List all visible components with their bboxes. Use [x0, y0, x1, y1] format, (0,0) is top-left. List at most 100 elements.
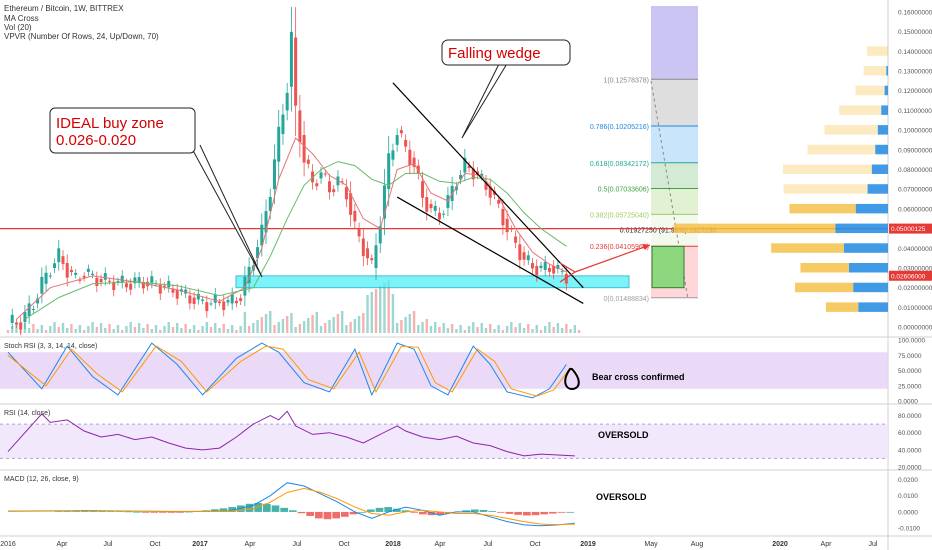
macd-histogram-bar — [427, 511, 436, 516]
candle-body — [467, 165, 471, 169]
candle-body — [344, 187, 348, 200]
candle-body — [374, 245, 378, 268]
x-tick-label: Jul — [484, 541, 493, 548]
falling-wedge-label: Falling wedge — [448, 45, 541, 62]
macd-histogram-bar — [315, 511, 323, 519]
macd-histogram-bar — [349, 511, 358, 515]
callout-pointer — [461, 61, 509, 139]
candle-body — [327, 181, 331, 193]
price-tick-label: 0.10000000 — [898, 128, 932, 135]
candle-body — [129, 283, 133, 290]
wedge-lower-line — [396, 196, 584, 304]
price-tick-label: 0.13000000 — [898, 69, 932, 76]
volume-bar — [518, 323, 522, 333]
macd-histogram-bar — [332, 511, 340, 519]
indicator-vpvr-label[interactable]: VPVR (Number Of Rows, 24, Up/Down, 70) — [4, 32, 159, 41]
volume-bar — [505, 326, 509, 333]
volume-bar — [353, 319, 357, 333]
candle-body — [382, 185, 386, 219]
volume-bar — [522, 328, 526, 333]
volume-bar — [560, 328, 564, 333]
volume-bar — [167, 322, 170, 333]
macd-tick-label: 0.0100 — [898, 493, 918, 500]
buy-zone-range: 0.026-0.020 — [56, 132, 136, 149]
volume-bar — [247, 326, 251, 333]
volume-bar — [36, 329, 39, 333]
candle-body — [272, 159, 276, 190]
candle-body — [353, 210, 357, 222]
volume-bar — [44, 330, 48, 333]
stoch-line-d — [7, 345, 572, 397]
x-tick-label: Aug — [691, 541, 704, 548]
volume-bar — [27, 328, 31, 333]
callout-box — [441, 39, 571, 66]
vpvr-down-bar — [783, 184, 868, 194]
vpvr-down-bar — [867, 46, 888, 56]
volume-bar — [514, 327, 517, 333]
candle-body — [391, 150, 395, 160]
x-tick-label: Jul — [293, 541, 302, 548]
vpvr-down-bar — [839, 105, 882, 115]
price-tick-label: 0.08000000 — [898, 167, 932, 174]
rsi-tick-label: 80.0000 — [898, 413, 922, 420]
measure-box — [651, 245, 685, 289]
candle-body — [167, 280, 171, 288]
fib-level-label: 0.5(0.07033606) — [598, 187, 649, 194]
candle-body — [463, 157, 467, 173]
candle-body — [361, 238, 365, 257]
volume-bar — [497, 325, 500, 333]
support-price-tag-text: 0.05000125 — [891, 226, 926, 233]
candle-body — [492, 191, 496, 195]
volume-bar — [446, 328, 450, 333]
candle-body — [484, 181, 488, 190]
volume-bar — [121, 330, 124, 333]
volume-bar — [556, 323, 560, 333]
indicator-ma-cross-label[interactable]: MA Cross — [4, 14, 39, 23]
macd-histogram-bar — [488, 511, 496, 512]
volume-bar — [171, 327, 175, 333]
vpvr-up-bar — [858, 302, 888, 312]
x-tick-label: 2017 — [192, 541, 208, 548]
vpvr-up-bar — [884, 85, 888, 96]
volume-bar — [476, 327, 479, 333]
macd-histogram-bar — [401, 510, 410, 512]
candle-body — [158, 284, 162, 294]
macd-histogram-bar — [159, 511, 167, 513]
volume-bar — [205, 322, 209, 333]
volume-bar — [391, 294, 395, 333]
indicator-volume-label[interactable]: Vol (20) — [4, 23, 32, 32]
volume-bar — [336, 314, 340, 333]
macd-tick-label: 0.0200 — [898, 477, 918, 484]
x-tick-label: Apr — [435, 541, 447, 548]
volume-bar — [154, 325, 158, 333]
candle-body — [332, 189, 336, 193]
macd-histogram-bar — [531, 511, 540, 516]
volume-bar — [408, 314, 412, 333]
volume-bar — [269, 311, 272, 333]
candle-body — [192, 297, 196, 304]
volume-bar — [116, 325, 120, 333]
volume-bar — [201, 326, 204, 333]
macd-histogram-bar — [436, 511, 444, 515]
vpvr-down-bar — [673, 223, 836, 234]
volume-bar — [137, 323, 141, 333]
volume-bar — [243, 312, 247, 333]
candle-body — [433, 205, 437, 211]
fib-trend-line — [650, 80, 689, 300]
macd-histogram-bar — [280, 507, 288, 512]
macd-histogram-bar — [133, 511, 141, 513]
candle-body — [239, 298, 243, 301]
macd-histogram-bar — [358, 511, 366, 513]
volume-bar — [294, 327, 297, 333]
volume-bar — [264, 314, 268, 333]
volume-bar — [472, 322, 475, 333]
candle-body — [408, 149, 412, 166]
volume-bar — [214, 323, 217, 333]
candle-body — [531, 263, 535, 269]
candle-body — [23, 312, 27, 323]
candle-body — [543, 261, 547, 270]
volume-bar — [298, 324, 302, 333]
candle-body — [188, 295, 192, 304]
volume-bar — [383, 283, 386, 333]
